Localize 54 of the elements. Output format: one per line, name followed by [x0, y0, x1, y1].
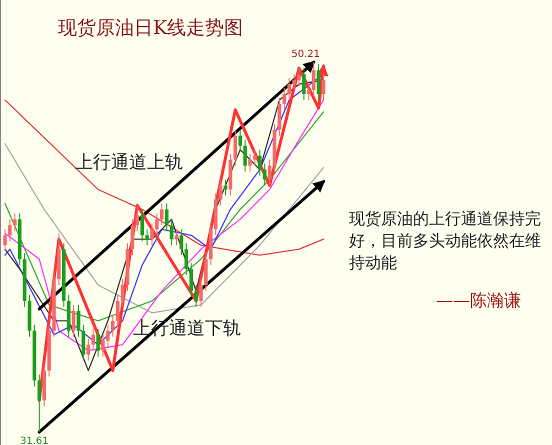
candlestick	[268, 159, 272, 186]
candlestick	[184, 242, 188, 276]
candlestick	[130, 218, 134, 256]
text: 50.21	[291, 49, 320, 60]
candlestick	[3, 228, 7, 252]
candlestick	[140, 208, 144, 242]
annotation: 上行通道上轨	[75, 152, 183, 173]
candlestick	[218, 179, 222, 206]
candlestick	[160, 202, 164, 226]
candlestick	[248, 153, 252, 172]
candlestick	[312, 62, 316, 97]
candlestick	[120, 278, 124, 308]
candlestick	[174, 228, 178, 246]
candlestick	[72, 304, 76, 338]
candlestick	[170, 218, 174, 246]
candlestick	[316, 64, 320, 100]
candlestick	[238, 129, 242, 152]
candlestick	[307, 84, 311, 100]
candlestick	[13, 212, 17, 232]
candlestick	[199, 278, 203, 308]
candlestick	[155, 212, 159, 236]
candlestick	[180, 228, 184, 256]
candlestick	[76, 304, 80, 338]
candlestick	[322, 74, 326, 100]
candlestick	[101, 334, 105, 358]
candlestick	[253, 149, 257, 166]
candlestick	[86, 338, 90, 362]
candlestick	[234, 129, 238, 166]
text: 31.61	[20, 436, 49, 445]
candlestick	[292, 74, 296, 91]
candlestick	[38, 374, 42, 432]
candlestick	[106, 324, 110, 348]
candlestick	[189, 262, 193, 298]
candlestick	[82, 324, 86, 362]
candlestick	[287, 78, 291, 100]
candlestick	[297, 68, 301, 87]
chart-title: 现货原油日K线走势图	[58, 17, 244, 39]
candlestick	[116, 294, 120, 328]
candlestick	[96, 328, 100, 358]
candlestick	[258, 149, 262, 176]
candlestick	[91, 328, 95, 352]
candlestick	[136, 204, 140, 232]
candlestick	[243, 139, 247, 172]
text: 现货原油的上行通道保持完好，目前多头动能依然在维持动能	[349, 208, 542, 274]
candlestick	[262, 163, 266, 186]
candlestick	[282, 88, 286, 110]
candlestick	[111, 314, 115, 338]
candlestick	[164, 202, 168, 232]
text: ——陈瀚谦	[436, 291, 521, 311]
candlestick	[194, 284, 198, 308]
candlestick	[224, 179, 228, 196]
candlestick	[150, 222, 154, 246]
candlestick	[8, 218, 12, 242]
candlestick	[302, 68, 306, 100]
